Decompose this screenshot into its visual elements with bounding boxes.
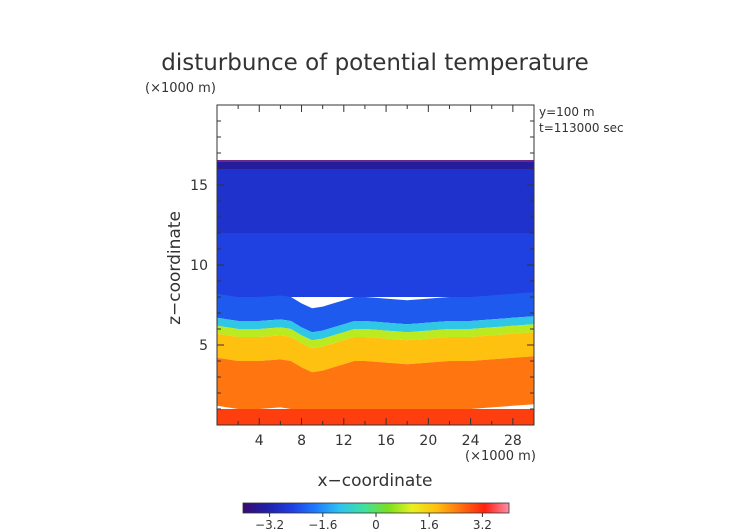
annotation-time: t=113000 sec	[539, 121, 624, 135]
heatmap-layer	[217, 324, 534, 349]
y-tick-labels: 5 10 15	[190, 178, 208, 354]
heatmap-layer	[217, 233, 534, 297]
x-tick-label: 12	[335, 433, 353, 449]
heatmap-layer	[217, 169, 534, 233]
x-tick-label: 28	[504, 433, 522, 449]
annotation-y: y=100 m	[539, 105, 595, 119]
x-tick-label: 24	[462, 433, 480, 449]
y-tick-label: 10	[190, 258, 208, 274]
colorbar-tick-label: 1.6	[420, 518, 439, 532]
x-tick-label: 4	[255, 433, 264, 449]
colorbar-tick-label: 0	[372, 518, 380, 532]
colorbar-tick-label: −1.6	[308, 518, 337, 532]
plot-area	[216, 104, 535, 426]
x-axis-label: x−coordinate	[318, 471, 433, 491]
heatmap-layer	[217, 356, 534, 421]
scale-note: (×1000 m)	[145, 81, 216, 96]
heatmap-layers	[217, 160, 534, 425]
heatmap-layer	[217, 161, 534, 169]
colorbar-tick-label: −3.2	[255, 518, 284, 532]
chart-title: disturbunce of potential temperature	[161, 50, 589, 76]
x-unit-note: (×1000 m)	[465, 449, 536, 464]
y-tick-label: 5	[199, 338, 208, 354]
colorbar-tick-label: 3.2	[473, 518, 492, 532]
colorbar: −3.2 −1.6 0 1.6 3.2	[242, 502, 510, 532]
colorbar-bar	[242, 502, 510, 514]
heatmap-layer	[217, 292, 534, 333]
x-tick-label: 8	[297, 433, 306, 449]
y-axis-label: z−coordinate	[165, 211, 185, 325]
heatmap-layer	[217, 332, 534, 373]
x-tick-label: 20	[419, 433, 437, 449]
heatmap-layer	[217, 316, 534, 341]
heatmap-layer	[217, 409, 534, 425]
annotations: y=100 m t=113000 sec	[539, 105, 624, 135]
x-tick-label: 16	[377, 433, 395, 449]
colorbar-tick-labels: −3.2 −1.6 0 1.6 3.2	[255, 513, 492, 532]
x-tick-labels: 4 8 12 16 20 24 28	[255, 433, 522, 449]
axis-ticks	[217, 105, 534, 425]
y-tick-label: 15	[190, 178, 208, 194]
